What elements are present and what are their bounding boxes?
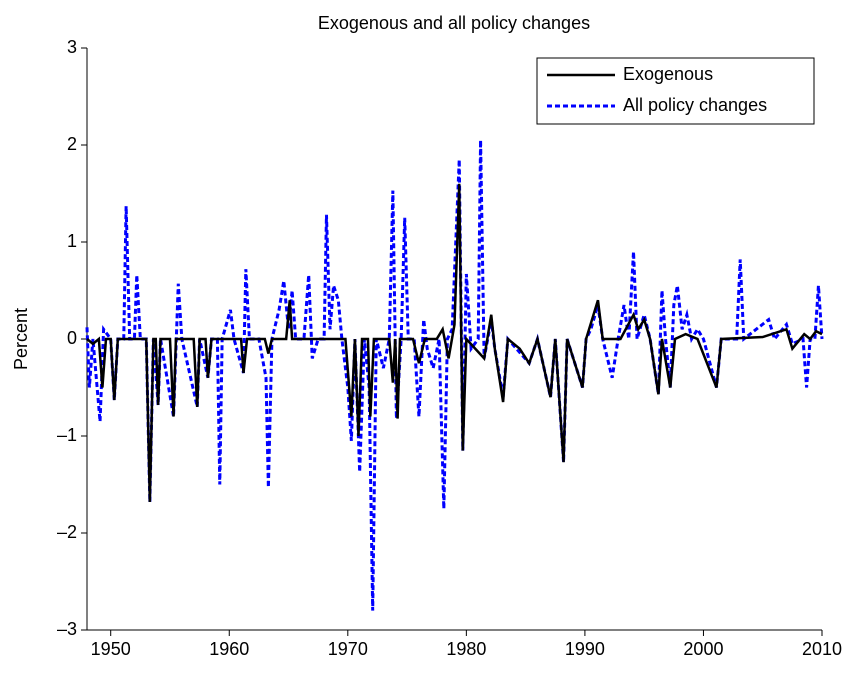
y-tick-label: –3 [57,619,77,639]
legend-label: All policy changes [623,95,767,115]
y-tick-label: –2 [57,522,77,542]
x-tick-label: 1960 [209,639,249,659]
y-tick-label: 3 [67,37,77,57]
chart-title: Exogenous and all policy changes [318,13,590,33]
y-tick-label: 2 [67,134,77,154]
x-tick-label: 1990 [565,639,605,659]
x-tick-label: 1970 [328,639,368,659]
y-axis-label: Percent [11,308,31,370]
x-tick-label: 1950 [91,639,131,659]
legend-box [536,57,815,125]
legend-label: Exogenous [623,64,713,84]
x-tick-label: 2010 [802,639,842,659]
y-tick-label: 1 [67,231,77,251]
series-line [86,183,823,502]
y-tick-label: –1 [57,425,77,445]
x-tick-label: 1980 [446,639,486,659]
y-tick-label: 0 [67,328,77,348]
x-tick-label: 2000 [683,639,723,659]
